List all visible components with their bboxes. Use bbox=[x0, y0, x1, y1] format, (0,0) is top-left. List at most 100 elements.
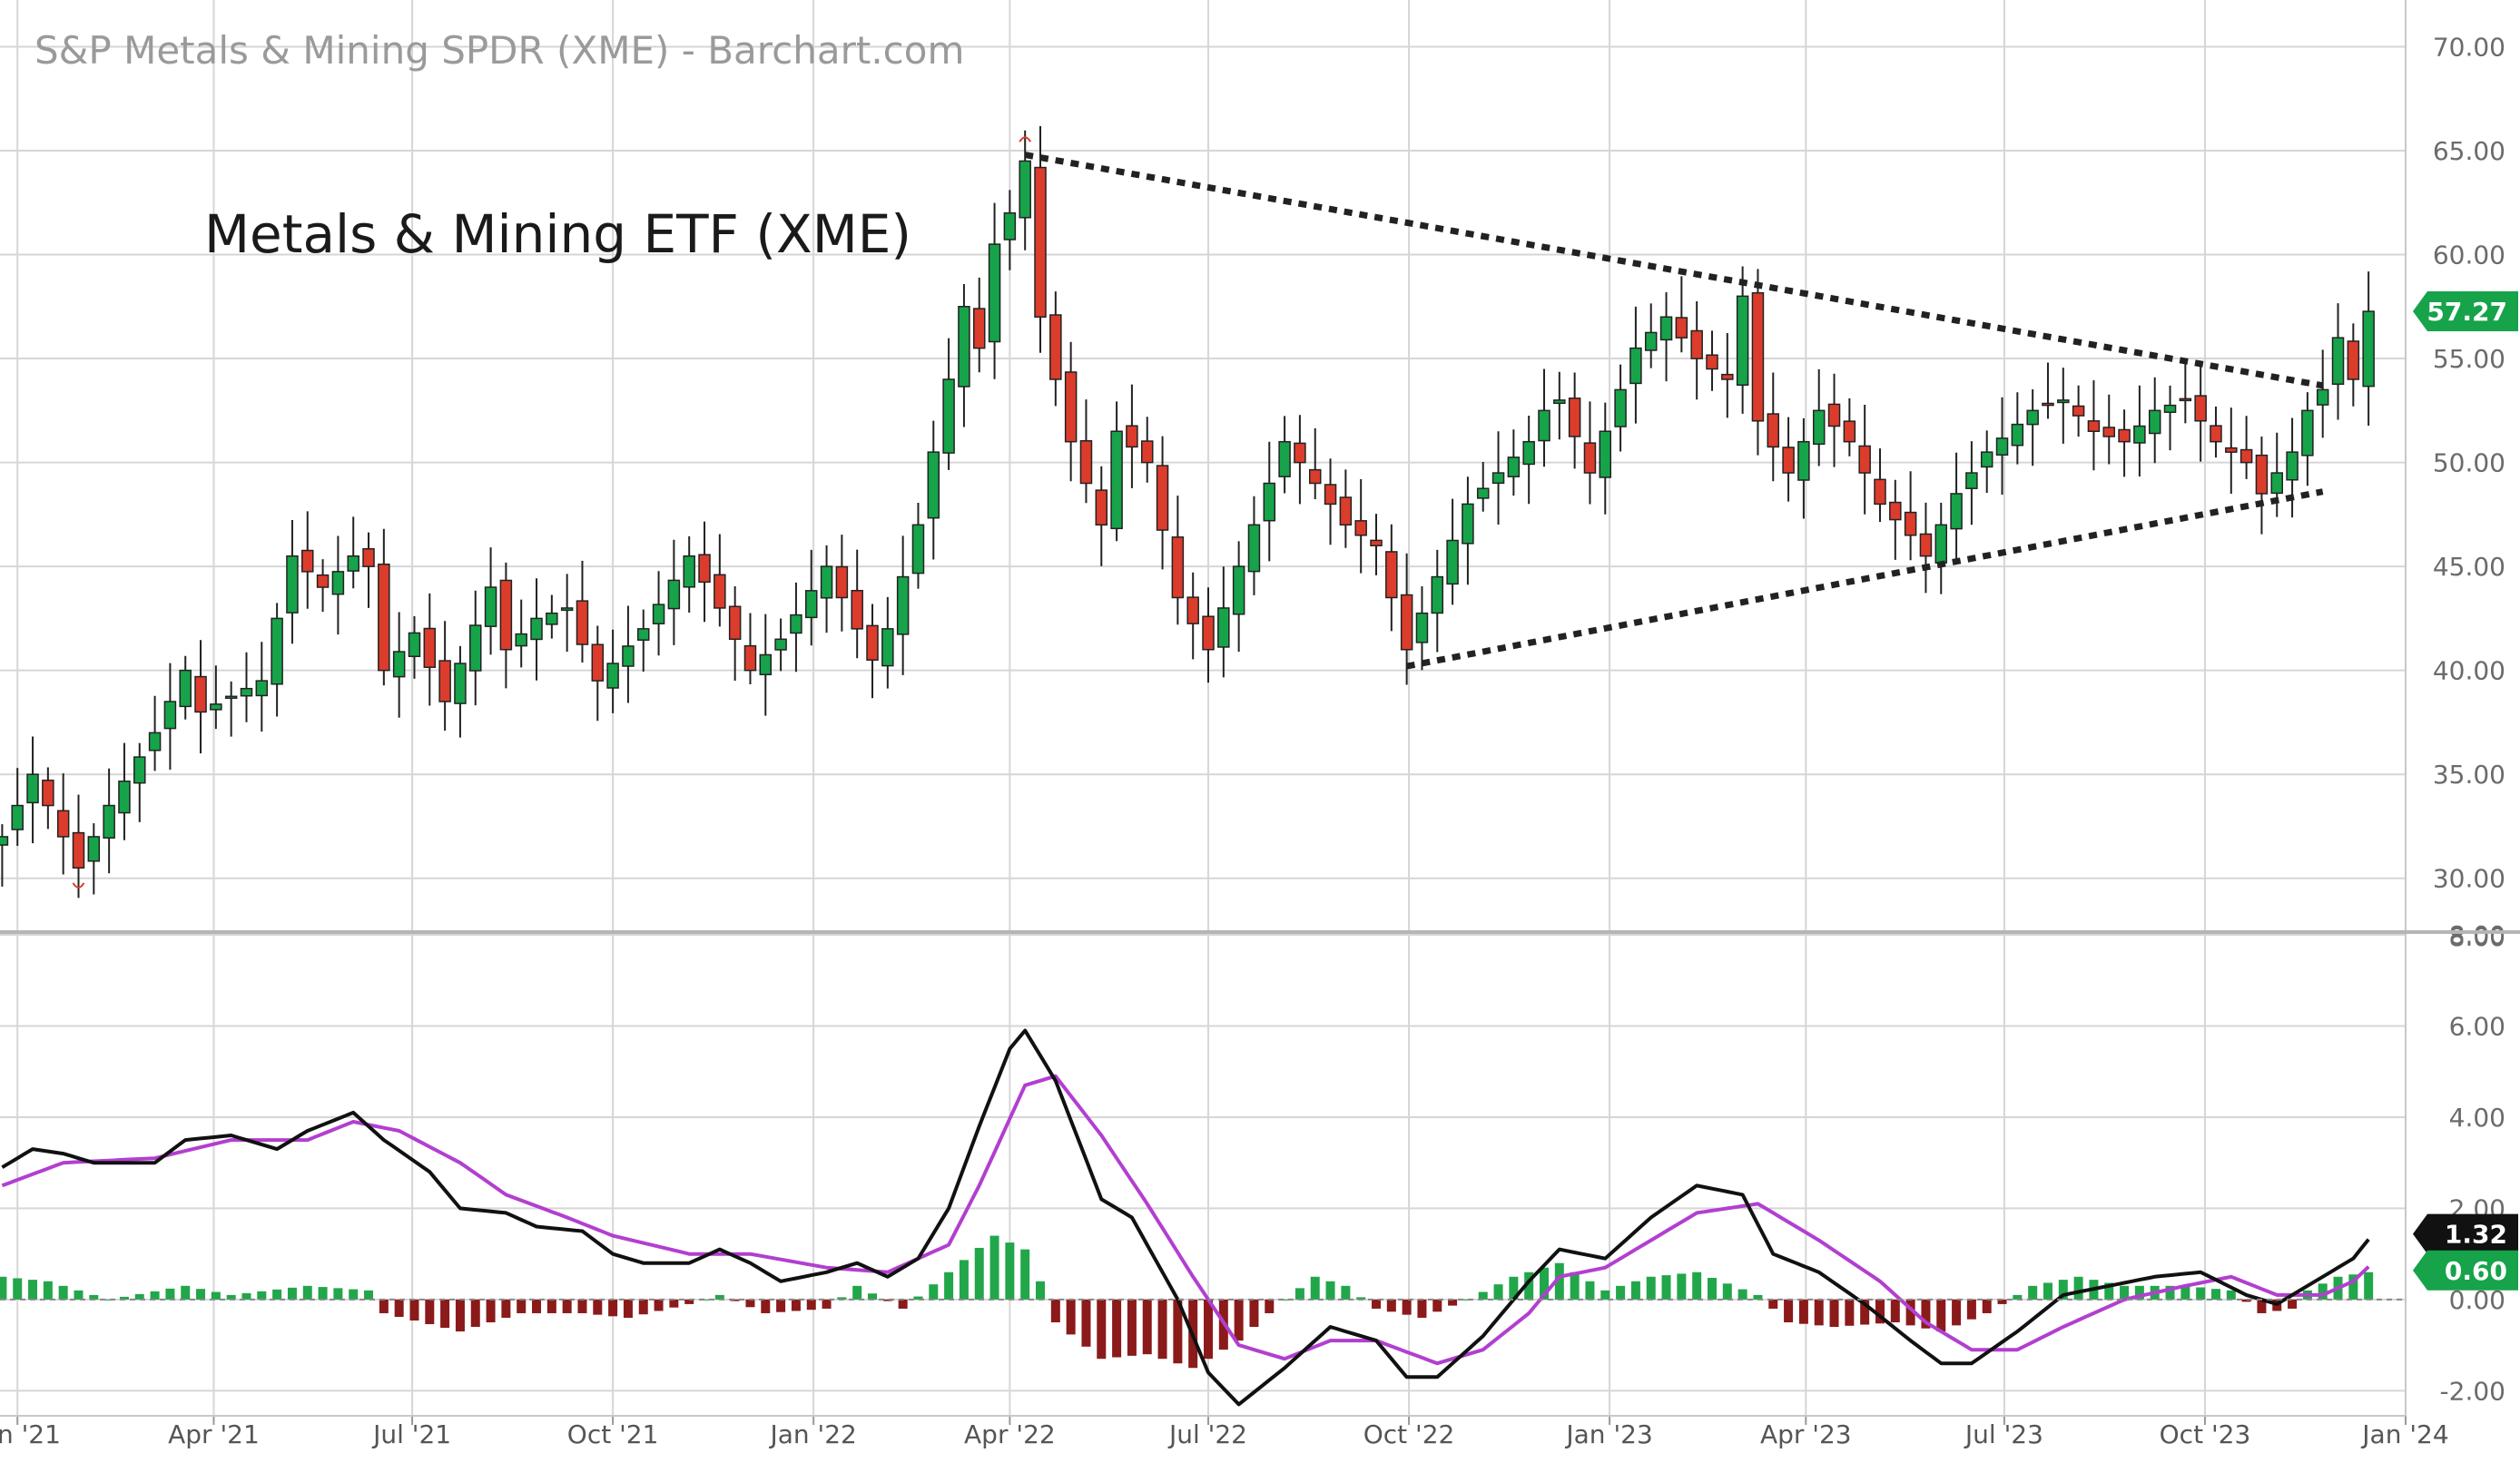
macd-histogram-bar bbox=[730, 1299, 740, 1301]
candle-body bbox=[87, 836, 101, 862]
candle bbox=[591, 625, 605, 722]
macd-histogram-bar bbox=[852, 1285, 862, 1300]
candle-body bbox=[2148, 409, 2161, 435]
candle-body bbox=[423, 627, 437, 668]
candle bbox=[622, 605, 635, 703]
y-tick-label: 50.00 bbox=[2433, 448, 2505, 478]
candle-body bbox=[2362, 310, 2375, 388]
candle bbox=[1034, 126, 1047, 353]
macd-histogram-bar bbox=[74, 1290, 84, 1300]
candle bbox=[1064, 341, 1078, 482]
candle-body bbox=[2118, 428, 2131, 443]
macd-histogram-bar bbox=[1784, 1299, 1794, 1323]
candle-body bbox=[240, 687, 253, 697]
candle bbox=[210, 665, 222, 730]
candle-body bbox=[636, 628, 650, 641]
macd-histogram-bar bbox=[1646, 1276, 1656, 1300]
candle bbox=[42, 767, 54, 830]
macd-histogram-bar bbox=[13, 1278, 23, 1300]
candle bbox=[378, 528, 390, 686]
candle bbox=[2286, 417, 2299, 518]
candle bbox=[714, 534, 726, 627]
candle-body bbox=[1538, 409, 1550, 442]
candle bbox=[958, 283, 970, 427]
candle-body bbox=[499, 579, 513, 651]
macd-histogram-bar bbox=[1554, 1262, 1564, 1300]
candle-body bbox=[210, 703, 222, 711]
candle bbox=[1950, 452, 1963, 562]
candle-body bbox=[118, 781, 131, 814]
candle bbox=[1858, 405, 1871, 515]
candle-body bbox=[1767, 413, 1780, 448]
candle-body bbox=[408, 632, 421, 658]
macd-histogram-bar bbox=[1127, 1299, 1137, 1356]
candle-body bbox=[728, 605, 742, 641]
macd-histogram-bar bbox=[2348, 1274, 2358, 1300]
macd-histogram-bar bbox=[654, 1299, 664, 1311]
macd-histogram-bar bbox=[2196, 1287, 2206, 1300]
candle bbox=[2072, 385, 2085, 437]
candle-body bbox=[56, 810, 70, 838]
candle bbox=[2163, 385, 2177, 451]
candle bbox=[728, 585, 742, 682]
candle-body bbox=[438, 660, 451, 702]
candle-body bbox=[1553, 399, 1566, 405]
candle-body bbox=[1690, 329, 1703, 359]
macd-histogram-bar bbox=[2226, 1290, 2236, 1300]
candle-body bbox=[1874, 478, 1886, 506]
candle-body bbox=[1736, 295, 1749, 386]
last-price-badge: 57.27 bbox=[2413, 291, 2518, 332]
macd-histogram-bar bbox=[1845, 1299, 1855, 1326]
candle-body bbox=[1980, 451, 1993, 468]
candle bbox=[286, 520, 299, 644]
macd-histogram-bar bbox=[761, 1299, 771, 1313]
candle-body bbox=[103, 804, 115, 839]
candle-body bbox=[1522, 440, 1535, 466]
macd-histogram-bar bbox=[1524, 1272, 1534, 1300]
macd-histogram-bar bbox=[134, 1293, 144, 1300]
x-tick-label: Jan '24 bbox=[2360, 1419, 2448, 1449]
high-marker bbox=[1019, 136, 1032, 142]
macd-histogram-bar bbox=[1661, 1275, 1671, 1300]
candle-body bbox=[42, 780, 54, 807]
candle bbox=[1156, 436, 1169, 570]
last-price-badge-label: 57.27 bbox=[2426, 297, 2507, 327]
candle bbox=[0, 824, 9, 887]
candle-body bbox=[378, 563, 390, 672]
macd-histogram-bar bbox=[791, 1299, 801, 1311]
candle-body bbox=[484, 586, 497, 627]
candle bbox=[2225, 407, 2238, 494]
macd-histogram-bar bbox=[0, 1276, 7, 1300]
candle bbox=[530, 578, 543, 681]
candle-body bbox=[194, 675, 207, 713]
macd-histogram-bar bbox=[501, 1299, 511, 1318]
macd-histogram-bar bbox=[822, 1299, 832, 1309]
x-tick-label: Jul '21 bbox=[371, 1419, 451, 1449]
candle-body bbox=[774, 638, 787, 651]
candle-body bbox=[2026, 409, 2039, 426]
candle bbox=[1079, 399, 1093, 504]
candle bbox=[1797, 417, 1810, 519]
candle bbox=[1507, 429, 1521, 496]
x-tick-label: Apr '22 bbox=[964, 1419, 1056, 1449]
candle-body bbox=[1064, 371, 1078, 443]
macd-histogram-bar bbox=[1265, 1299, 1275, 1313]
trendline-lower bbox=[1405, 488, 2324, 670]
candle bbox=[392, 612, 406, 718]
candle bbox=[1583, 401, 1597, 505]
candle bbox=[1767, 372, 1780, 482]
candle bbox=[2133, 385, 2146, 476]
candle-body bbox=[1247, 524, 1261, 573]
macd-histogram-bar bbox=[104, 1299, 114, 1301]
macd-histogram-bar bbox=[1325, 1281, 1335, 1300]
candle bbox=[515, 599, 527, 668]
candle-body bbox=[331, 571, 345, 595]
macd-histogram-bar bbox=[1081, 1299, 1091, 1347]
candle-body bbox=[1202, 615, 1215, 651]
macd-histogram-bar bbox=[1249, 1299, 1259, 1328]
candle-body bbox=[1629, 347, 1642, 385]
candle bbox=[560, 574, 574, 653]
trendlines bbox=[1024, 152, 2324, 670]
candle bbox=[347, 516, 359, 589]
candle-body bbox=[1385, 551, 1398, 599]
